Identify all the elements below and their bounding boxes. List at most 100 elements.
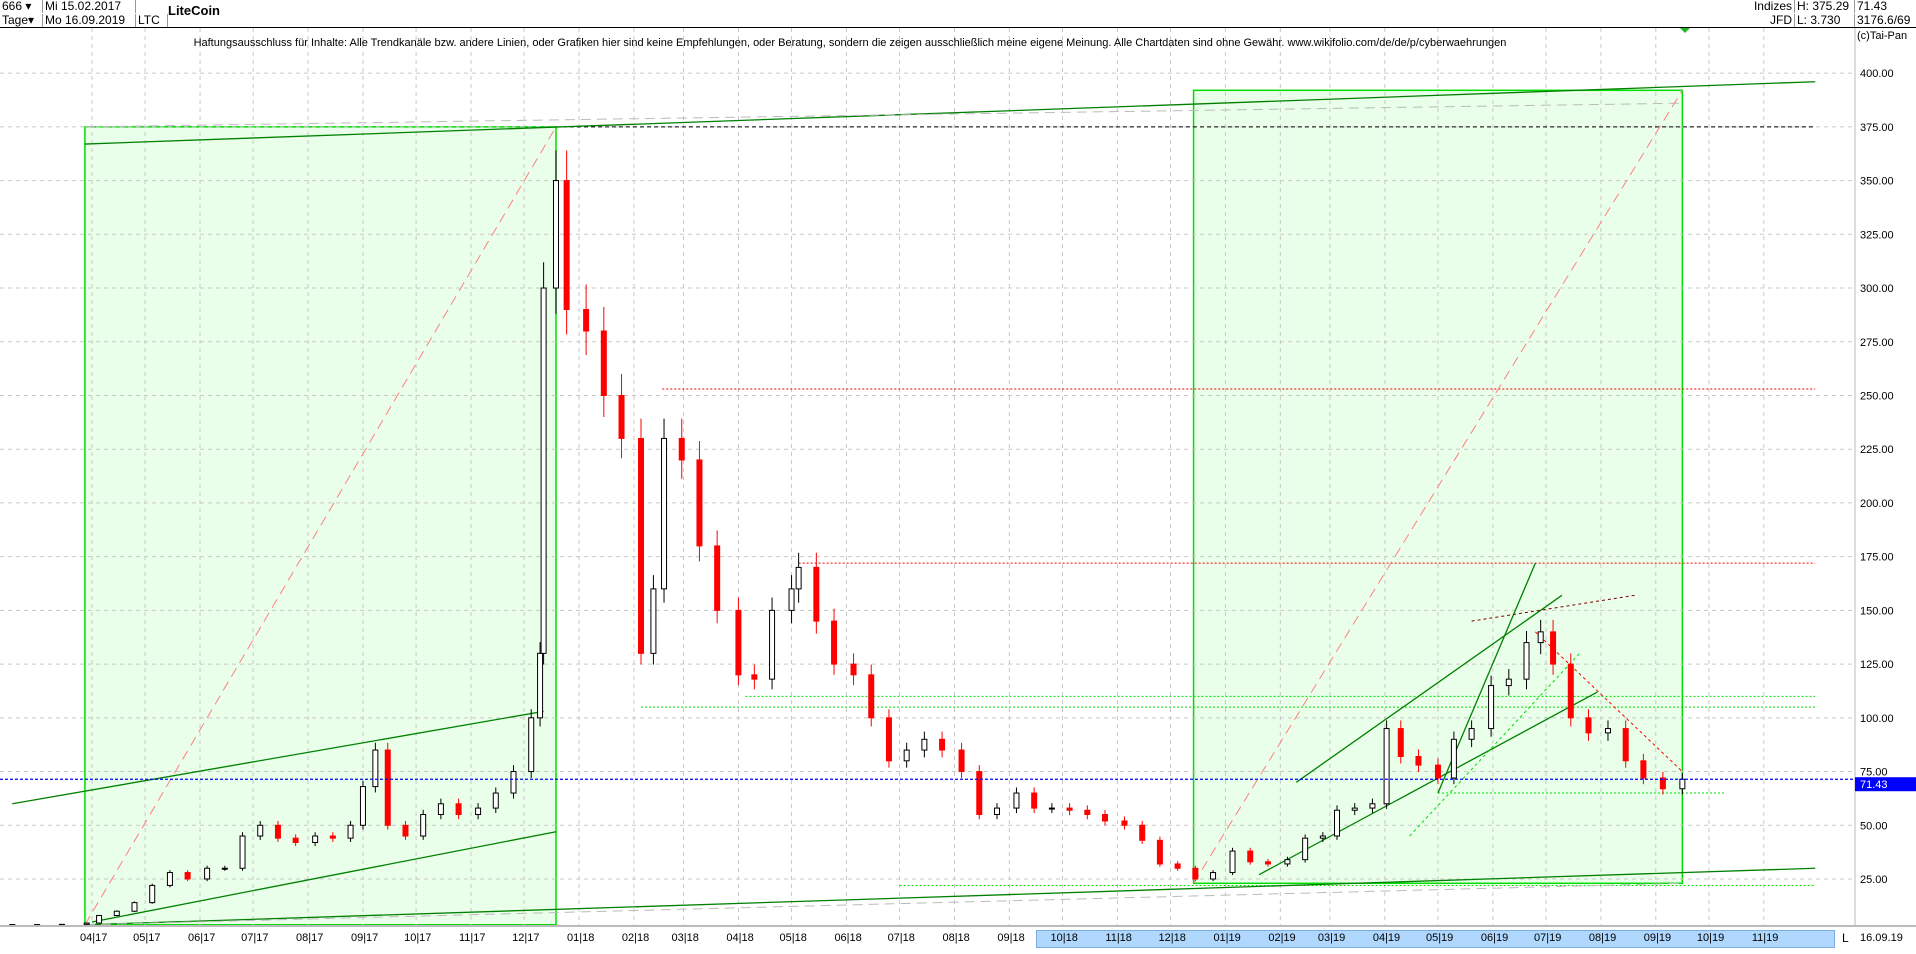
- x-tick-label: 09|18: [997, 932, 1025, 944]
- candle-body: [1031, 792, 1038, 809]
- candle-body: [420, 814, 427, 837]
- candle-body: [583, 309, 590, 332]
- candle-body: [292, 837, 299, 843]
- candle: [696, 441, 703, 562]
- candle: [1397, 720, 1404, 764]
- candle-body: [553, 180, 560, 289]
- y-tick-label: 300.00: [1860, 283, 1894, 295]
- candle: [795, 552, 802, 603]
- candle: [537, 642, 544, 727]
- candle: [1622, 720, 1629, 768]
- trend-line: [84, 102, 1683, 128]
- candle: [678, 418, 685, 479]
- candle-body: [83, 922, 90, 925]
- candle-body: [359, 786, 366, 826]
- x-tick-label: 07|17: [241, 932, 269, 944]
- candle: [475, 803, 482, 820]
- candle-body: [113, 910, 120, 917]
- candle-body: [1622, 728, 1629, 762]
- trend-line: [12, 710, 544, 805]
- chart-title: LiteCoin: [168, 3, 220, 18]
- candle-body: [1434, 764, 1441, 779]
- candle: [510, 765, 517, 799]
- candle-body: [1229, 850, 1236, 874]
- candle-body: [661, 437, 668, 590]
- visible-range-highlight[interactable]: [1036, 930, 1835, 948]
- candle: [96, 914, 103, 924]
- candle: [1066, 803, 1073, 816]
- candle-body: [903, 749, 910, 762]
- x-tick-label: 11|17: [458, 932, 486, 944]
- candle: [1537, 619, 1544, 655]
- candle-body: [850, 663, 857, 676]
- candle: [83, 922, 90, 925]
- candle-body: [455, 803, 462, 816]
- candle-body: [650, 588, 657, 654]
- candle-body: [678, 437, 685, 461]
- candle: [831, 608, 838, 675]
- candle: [257, 820, 264, 840]
- end-date[interactable]: Mo 16.09.2019: [43, 14, 136, 27]
- candle: [661, 418, 668, 603]
- candle-body: [1659, 777, 1666, 790]
- candle: [868, 664, 875, 727]
- candle-body: [372, 749, 379, 788]
- candle: [1334, 805, 1341, 840]
- candle-body: [1640, 760, 1647, 779]
- copyright: (c)Tai-Pan: [1857, 30, 1908, 42]
- candle-body: [1139, 824, 1146, 841]
- candle: [1264, 858, 1271, 867]
- candle-body: [1174, 863, 1181, 869]
- chevron-down-icon: ▾: [28, 13, 35, 27]
- candle: [1604, 720, 1611, 741]
- candle: [402, 820, 409, 840]
- y-tick-label: 100.00: [1860, 713, 1894, 725]
- candle: [1640, 753, 1647, 785]
- current-date: 16.09.19: [1860, 932, 1903, 944]
- candle: [638, 418, 645, 665]
- x-tick-label: 03|18: [671, 932, 699, 944]
- candle: [1351, 803, 1358, 816]
- candle: [239, 832, 246, 871]
- candle: [850, 653, 857, 686]
- candle: [1415, 749, 1422, 772]
- y-tick-label: 25.00: [1860, 874, 1888, 886]
- trend-line: [84, 867, 1816, 926]
- candle-body: [1523, 642, 1530, 680]
- period-select[interactable]: Tage▾: [0, 14, 43, 27]
- candle: [372, 742, 379, 793]
- x-tick-label: 02|19: [1268, 932, 1296, 944]
- bars-count: 666: [2, 0, 23, 13]
- x-tick-label: 03|19: [1317, 932, 1346, 944]
- y-tick-label: 150.00: [1860, 605, 1894, 617]
- candle-body: [563, 180, 570, 311]
- x-tick-label: 09|17: [350, 932, 379, 944]
- candle: [1048, 803, 1055, 814]
- x-tick-label: 08|18: [942, 932, 970, 944]
- candle: [1031, 787, 1038, 814]
- scale-mode[interactable]: L: [1842, 931, 1849, 945]
- candle-body: [1468, 728, 1475, 740]
- candle: [455, 798, 462, 820]
- candle: [735, 597, 742, 686]
- candle-body: [510, 771, 517, 794]
- start-date[interactable]: Mi 15.02.2017: [43, 0, 136, 13]
- candle: [359, 780, 366, 830]
- candle-body: [312, 835, 319, 843]
- candle-body: [735, 609, 742, 676]
- candle: [1174, 861, 1181, 871]
- candle-body: [1048, 807, 1055, 810]
- candle: [714, 530, 721, 624]
- candle-body: [184, 872, 191, 880]
- candle: [993, 803, 1000, 820]
- candle: [437, 798, 444, 820]
- candle: [1013, 787, 1020, 814]
- bars-count-select[interactable]: 666 ▾: [0, 0, 43, 13]
- x-tick-label: 05|17: [133, 932, 161, 944]
- candle-body: [1537, 631, 1544, 644]
- x-tick-label: 07|18: [887, 932, 915, 944]
- x-tick-label: 12|17: [512, 932, 540, 944]
- x-tick-label: 08|17: [296, 932, 324, 944]
- candle-body: [885, 717, 892, 762]
